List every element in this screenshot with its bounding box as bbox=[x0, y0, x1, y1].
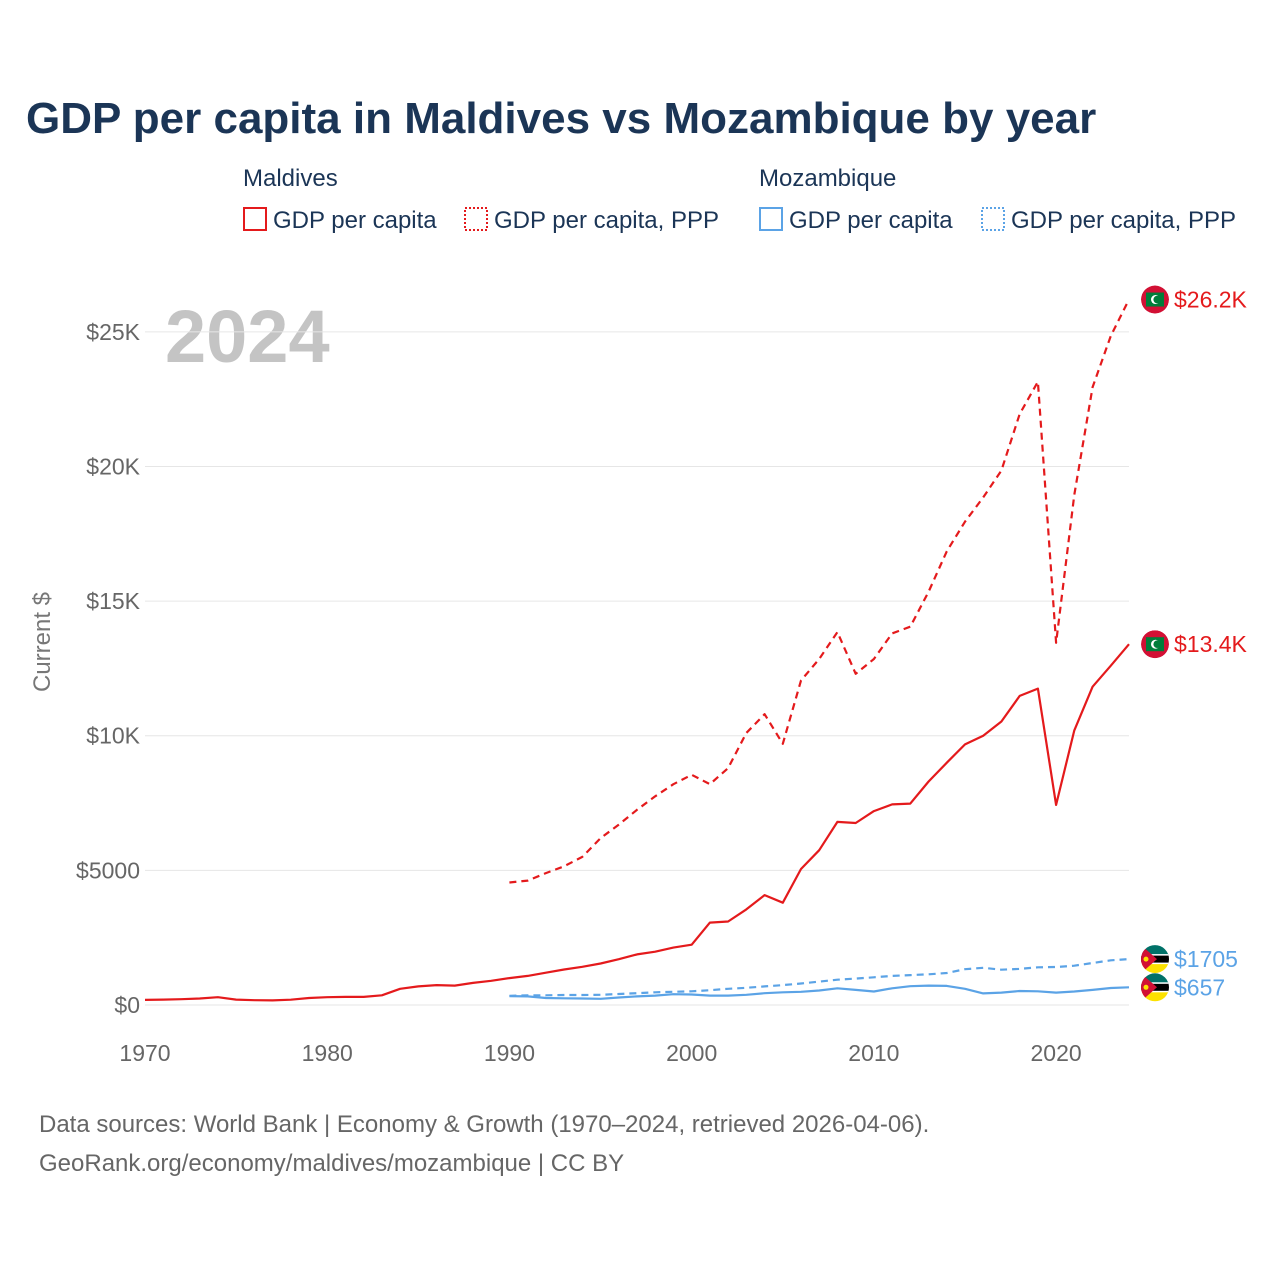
flag-maldives-icon bbox=[1141, 285, 1169, 314]
y-tick-label: $20K bbox=[86, 453, 140, 479]
x-axis-ticks: 1970 1980 1990 2000 2010 2020 bbox=[119, 1040, 1081, 1066]
flag-maldives-icon bbox=[1141, 630, 1169, 659]
y-tick-label: $5000 bbox=[76, 857, 140, 883]
series-line-mozambique-gdp-per-capita bbox=[509, 984, 1130, 1000]
legend: Maldives GDP per capita GDP per capita, … bbox=[243, 165, 1236, 234]
legend-swatch-mozambique-ppp bbox=[981, 207, 1005, 231]
series-line-maldives-gdp-per-capita bbox=[144, 643, 1130, 1002]
x-tick-label: 1970 bbox=[119, 1040, 170, 1066]
end-labels: $13.4K $26.2K $657$1705 bbox=[1141, 285, 1248, 1002]
flag-mozambique-icon bbox=[1141, 973, 1169, 1002]
end-label-mozambique-gdp-per-capita: $657 bbox=[1174, 974, 1225, 1000]
y-tick-label: $25K bbox=[86, 319, 140, 345]
x-tick-label: 2010 bbox=[848, 1040, 899, 1066]
x-tick-label: 2000 bbox=[666, 1040, 717, 1066]
legend-group-maldives: Maldives bbox=[243, 165, 338, 192]
x-tick-label: 1990 bbox=[484, 1040, 535, 1066]
series-line-maldives-gdp-per-capita-ppp bbox=[509, 299, 1130, 884]
gridlines bbox=[145, 331, 1129, 1006]
legend-label-mozambique-ppp: GDP per capita, PPP bbox=[1011, 207, 1236, 234]
source-line-2: GeoRank.org/economy/maldives/mozambique … bbox=[39, 1150, 624, 1177]
end-label-maldives-gdp-per-capita: $13.4K bbox=[1174, 631, 1248, 657]
y-axis-label: Current $ bbox=[29, 592, 56, 692]
flag-mozambique-icon bbox=[1141, 945, 1169, 974]
legend-swatch-mozambique-gdp bbox=[759, 207, 783, 231]
end-label-mozambique-gdp-per-capita-ppp: $1705 bbox=[1174, 946, 1238, 972]
y-tick-label: $0 bbox=[114, 992, 140, 1018]
y-tick-label: $10K bbox=[86, 723, 140, 749]
legend-label-mozambique-gdp: GDP per capita bbox=[789, 207, 953, 234]
chart-title: GDP per capita in Maldives vs Mozambique… bbox=[26, 94, 1096, 143]
y-axis-ticks: $0 $5000 $10K $15K $20K $25K bbox=[76, 319, 141, 1018]
source-line-1: Data sources: World Bank | Economy & Gro… bbox=[39, 1111, 929, 1138]
series-lines bbox=[144, 299, 1130, 1002]
series-line-mozambique-gdp-per-capita-ppp bbox=[509, 958, 1130, 997]
legend-swatch-maldives-ppp bbox=[464, 207, 488, 231]
year-watermark: 2024 bbox=[165, 295, 330, 378]
x-tick-label: 2020 bbox=[1031, 1040, 1082, 1066]
legend-swatch-maldives-gdp bbox=[243, 207, 267, 231]
x-tick-label: 1980 bbox=[302, 1040, 353, 1066]
y-tick-label: $15K bbox=[86, 588, 140, 614]
legend-group-mozambique: Mozambique bbox=[759, 165, 896, 192]
legend-label-maldives-ppp: GDP per capita, PPP bbox=[494, 207, 719, 234]
end-label-maldives-gdp-per-capita-ppp: $26.2K bbox=[1174, 287, 1248, 313]
legend-label-maldives-gdp: GDP per capita bbox=[273, 207, 437, 234]
